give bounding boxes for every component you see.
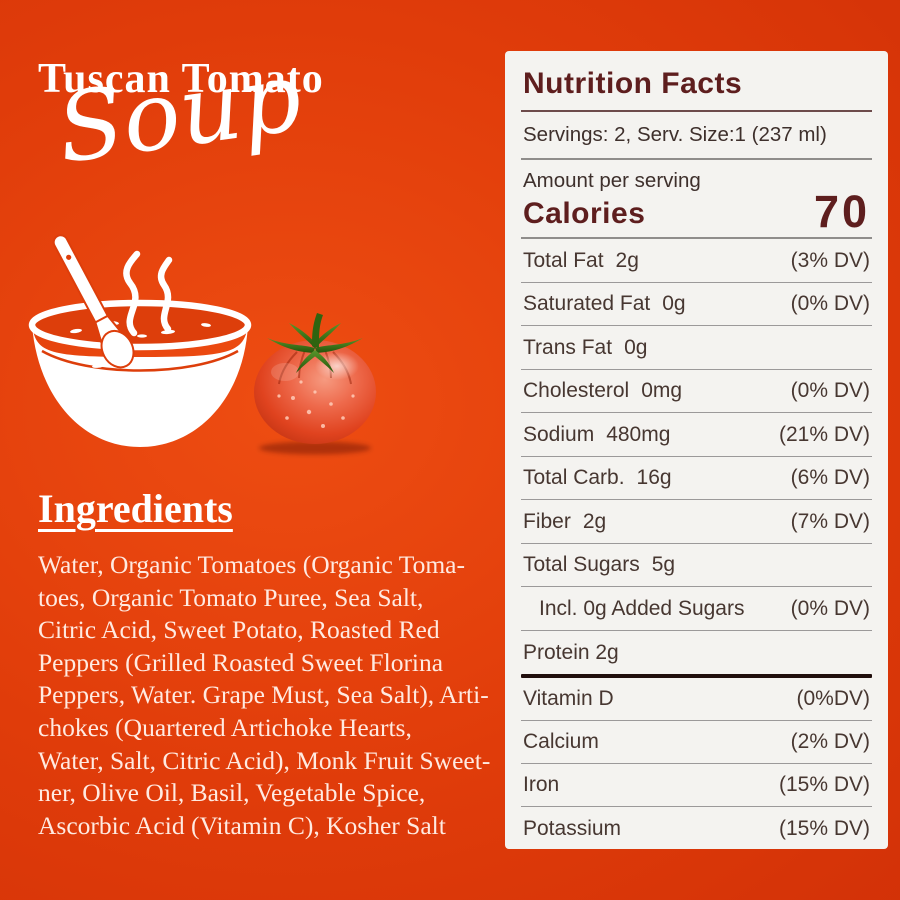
nutrient-value: 16g [636,466,672,489]
ingredients-heading: Ingredients [38,486,233,531]
ingredients-line: Peppers (Grilled Roasted Sweet Florina [38,647,444,677]
ingredients-line: toes, Organic Tomato Puree, Sea Salt, [38,582,424,612]
tomato-calyx [267,313,363,373]
nutrient-row: Trans Fat 0g [521,326,872,370]
nutrient-value: 0g [662,292,686,315]
nutrient-daily-value: (0% DV) [790,379,870,402]
micronutrient-label: Potassium [523,816,622,840]
nutrient-row: Total Carb. 16g (6% DV) [521,457,872,501]
nutrient-row: Protein 2g [521,631,872,675]
nutrient-daily-value: (7% DV) [790,509,870,533]
soup-bowl-icon [28,234,252,447]
micronutrient-label: Calcium [523,730,599,754]
nutrient-label: Trans Fat [523,335,613,359]
nutrient-row: Sodium 480mg (21% DV) [521,413,872,457]
nutrient-label: Total Fat [523,248,604,272]
ingredients-line: chokes (Quartered Artichoke Hearts, [38,712,412,742]
nutrient-label: Cholesterol [523,379,630,402]
ingredients-line: Peppers, Water. Grape Must, Sea Salt), A… [38,680,489,710]
nutrient-label: Incl. 0g Added Sugars [539,596,745,620]
nutrient-value: 5g [651,553,676,576]
nutrient-daily-value: (21% DV) [778,422,870,446]
micronutrient-daily-value: (15% DV) [778,773,870,797]
nutrient-row: Saturated Fat 0g (0% DV) [521,283,872,327]
tomato-sheen [271,363,299,381]
nutrient-row: Fiber 2g (7% DV) [521,500,872,544]
micronutrient-row: Iron (15% DV) [521,764,872,808]
nutrient-row: Total Fat 2g (3% DV) [521,239,872,283]
nutrient-daily-value: (0% DV) [790,596,870,620]
section-divider-bar [521,674,872,679]
nutrient-daily-value: (6% DV) [790,466,870,489]
nutrient-daily-value: (3% DV) [790,248,870,272]
bowl-seam [41,349,239,372]
nutrient-row: Incl. 0g Added Sugars (0% DV) [521,587,872,631]
nutrient-label: Sodium [523,422,595,446]
ingredients-line: Citric Acid, Sweet Potato, Roasted Red [38,615,440,645]
tomato-highlight [315,352,359,380]
nutrient-value: 0mg [641,379,683,402]
ingredients-line: Water, Organic Tomatoes (Organic Toma- [38,550,465,579]
micronutrient-daily-value: (0%DV) [796,687,870,711]
calories-value: 70 [813,186,870,237]
calories-label: Calories [523,197,646,231]
nutrient-row: Cholesterol 0mg (0% DV) [521,370,872,414]
nutrient-value: 480mg [606,422,671,446]
nutrient-value: 0g [624,335,648,359]
micronutrient-row: Vitamin D (0%DV) [521,678,872,722]
micronutrient-label: Vitamin D [523,687,614,711]
nutrient-label: Total Sugars [523,553,640,576]
tomato-icon [254,313,376,455]
soup-surface [28,299,252,351]
micronutrient-row: Potassium (15% DV) [521,807,872,850]
nutrient-value: 2g [582,509,607,533]
ingredients-text: Water, Organic Tomatoes (Organic Toma-to… [38,549,490,842]
product-title: Tuscan Tomato [38,56,324,102]
nutrient-row: Total Sugars 5g [521,544,872,588]
nutrient-label: Saturated Fat [523,292,651,315]
spoon-icon [52,234,135,369]
nutrition-facts-panel: Nutrition Facts Servings: 2, Serv. Size:… [505,51,888,849]
ingredients-line: Water, Salt, Citric Acid), Monk Fruit Sw… [38,745,491,775]
nutrient-label: Protein 2g [523,640,619,664]
soup-flecks [70,321,211,368]
nutrient-daily-value: (0% DV) [790,292,870,315]
tomato-droplets [277,380,355,428]
micronutrient-daily-value: (15% DV) [778,816,870,840]
micronutrient-daily-value: (2% DV) [790,730,870,754]
ingredients-line: ner, Olive Oil, Basil, Vegetable Spice, [38,778,426,808]
nutrient-value: 2g [615,248,639,272]
micronutrient-rows: Vitamin D (0%DV) Calcium (2% DV) Iron (1… [521,678,872,850]
nutrient-label: Total Carb. [523,466,625,489]
ingredients-line: Ascorbic Acid (Vitamin C), Kosher Salt [38,810,446,840]
servings-line: Servings: 2, Serv. Size:1 (237 ml) [521,112,872,160]
bowl-body [32,325,248,447]
nutrition-facts-title: Nutrition Facts [521,61,872,112]
nutrient-rows: Total Fat 2g (3% DV) Saturated Fat 0g (0… [521,239,872,674]
micronutrient-row: Calcium (2% DV) [521,721,872,765]
micronutrient-label: Iron [523,773,560,797]
tomato-shadow [259,441,371,455]
amount-per-serving-label: Amount per serving [523,169,701,192]
nutrient-label: Fiber [523,509,571,533]
calories-row: Calories 70 [521,186,872,240]
steam-icon [123,250,173,337]
